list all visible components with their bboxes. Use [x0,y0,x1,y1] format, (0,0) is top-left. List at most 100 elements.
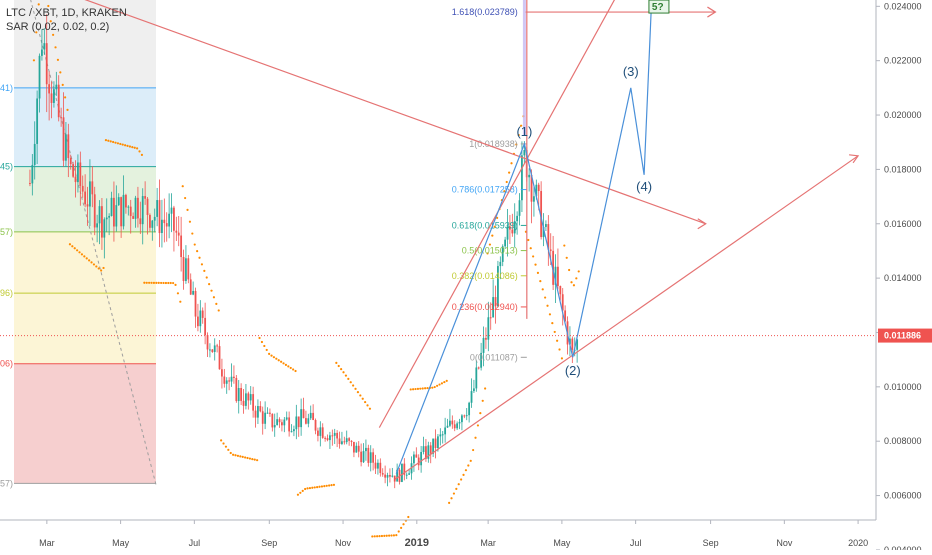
sar-dot [167,281,170,285]
x-tick-label: May [112,538,130,548]
sar-dot [215,302,218,305]
candle-body [446,425,449,428]
sar-dot [548,313,552,316]
target-tag-box [648,0,670,14]
sar-dot [508,171,511,174]
y-tick-label: 0.016000 [884,219,922,229]
candle-body [72,164,75,177]
sar-dot [116,142,120,145]
fib-band [14,231,156,294]
sar-dot [539,280,542,283]
sar-dot [491,234,494,237]
fib-left-diagonal [30,0,157,485]
candle-body [105,217,108,220]
candle-body [175,230,178,233]
candle-body [297,416,300,428]
candle-body [122,194,125,227]
sar-dot [164,281,168,285]
sar-dot [572,284,576,287]
sar-dot [236,454,240,457]
sar-dot [90,261,93,264]
candle-body [533,196,535,202]
candle-body [53,89,55,103]
candle-body [350,440,353,442]
candle-body [218,346,221,370]
symbol-title[interactable]: LTC / XBT, 1D, KRAKEN [6,7,127,19]
candle-body [360,451,363,463]
sar-dot [385,534,388,537]
sar-dot [80,253,84,256]
indicator-label[interactable]: SAR (0.02, 0.02, 0.2) [6,21,110,33]
sar-dot [484,387,487,390]
fib-right-label: 0.236(0.012940) [452,302,518,312]
candle-body [343,441,346,443]
candle-body [261,411,264,424]
candle-body [228,380,231,382]
x-tick-label: Nov [776,538,793,548]
sar-dot [416,387,420,390]
y-tick-label: 0.022000 [884,56,922,66]
candle-body [564,310,567,322]
sar-dot [407,515,410,519]
sar-dot [493,225,496,228]
candle-body [501,246,504,262]
sar-dot [534,263,537,266]
sar-dot [378,534,381,538]
sar-dot [445,379,448,382]
sar-dot [150,281,153,284]
sar-dot [220,439,223,442]
candle-body [264,412,267,424]
sar-dot [270,354,273,357]
sar-dot [210,289,213,292]
sar-dot [496,216,499,219]
sar-dot [568,268,571,272]
candle-body [225,380,228,384]
sar-dot [100,269,103,272]
fib-left-label: 45) [0,162,13,172]
sar-dot [318,485,321,488]
candle-body [307,418,310,424]
candle-body [96,223,99,228]
sar-dot [239,455,242,458]
candle-body [545,224,547,227]
sar-dot [121,143,124,146]
elliott-wave-label: (2) [565,363,581,378]
sar-dot [191,232,194,235]
sar-dot [392,534,396,537]
sar-dot [426,386,429,390]
candle-body [470,391,473,403]
fib-right-label: 0.786(0.017258) [452,185,518,195]
sar-dot [565,256,568,259]
candle-body [266,412,269,414]
candle-body [497,266,499,307]
sar-dot [452,492,456,495]
price-badge[interactable] [878,328,932,343]
candle-body [381,473,384,475]
sar-dot [344,374,348,377]
candle-body [182,257,185,281]
sar-dot [174,283,177,286]
sar-dot [443,380,446,384]
sar-dot [172,281,175,285]
sar-dot [563,244,566,247]
sar-dot [222,442,225,445]
candle-body [386,474,389,478]
sar-dot [61,83,64,86]
sar-dot [505,180,508,184]
candle-body [465,415,468,417]
candle-body [535,184,538,197]
fib-left-label: 96) [0,288,13,298]
candle-body [57,84,60,118]
candle-body [283,419,286,426]
sar-dot [56,58,60,61]
candle-body [494,297,497,307]
sar-dot [397,530,400,533]
sar-dot [212,296,216,299]
candle-body [441,434,444,436]
sar-dot [49,20,52,23]
sar-dot [66,108,69,111]
candle-body [134,197,137,219]
sar-dot [92,263,96,266]
